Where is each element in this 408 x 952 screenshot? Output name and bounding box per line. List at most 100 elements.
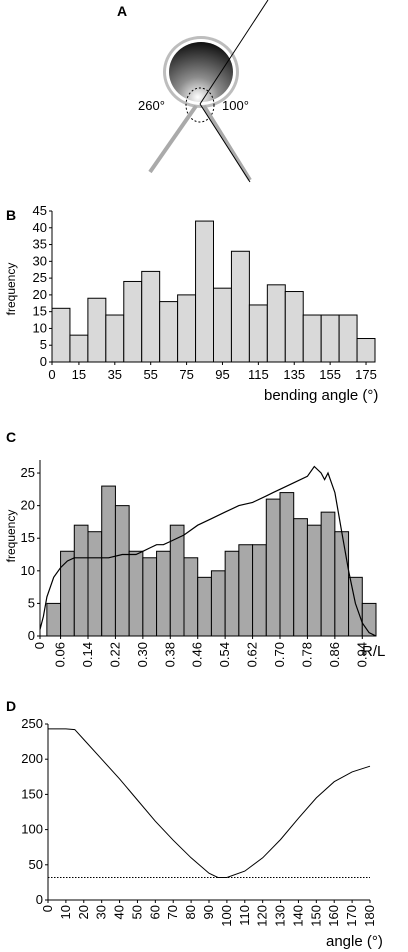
histogram-bar	[177, 294, 197, 363]
y-tick-label: 45	[33, 203, 47, 218]
histogram-bar	[320, 314, 340, 363]
histogram-bar	[51, 307, 71, 363]
y-tick-label: 25	[21, 465, 35, 480]
histogram-bar	[252, 544, 267, 637]
x-tick-label: 180	[362, 905, 377, 927]
histogram-bar	[361, 602, 377, 637]
x-tick-label: 0.06	[53, 642, 68, 667]
x-tick-label: 0.86	[327, 642, 342, 667]
y-tick-label: 0	[36, 892, 43, 907]
histogram-bar	[183, 557, 199, 637]
panel-c-ylabel: frequency	[4, 510, 18, 563]
x-tick-label: 135	[283, 367, 305, 382]
x-tick-label: 20	[76, 905, 91, 919]
x-tick-label: 130	[273, 905, 288, 927]
left-arm	[148, 104, 198, 174]
y-tick-label: 20	[21, 498, 35, 513]
x-tick-label: 0.54	[217, 642, 232, 667]
x-tick-label: 95	[215, 367, 229, 382]
x-tick-label: 0	[40, 905, 55, 912]
panel-b-letter: B	[6, 207, 16, 223]
histogram-bar	[238, 544, 254, 637]
histogram-bar	[279, 492, 295, 637]
angle-label-right: 100°	[222, 98, 249, 113]
y-tick-label: 5	[28, 595, 35, 610]
x-tick-label: 50	[129, 905, 144, 919]
x-tick-label: 0.38	[162, 642, 177, 667]
histogram-bar	[338, 314, 358, 363]
histogram-bar	[87, 531, 103, 637]
y-tick-label: 250	[21, 716, 43, 731]
panel-b-xlabel: bending angle (°)	[264, 387, 378, 404]
y-tick-label: 40	[33, 220, 47, 235]
histogram-bar	[195, 220, 215, 363]
y-tick-label: 0	[28, 628, 35, 643]
reference-line-down	[199, 103, 251, 183]
histogram-bar	[248, 304, 268, 363]
x-tick-label: 0.78	[299, 642, 314, 667]
right-arm	[202, 104, 252, 182]
panel-c-chart: C frequency 0 5 10 15 20 25 0 0.06 0.14 0.22 0.30 0…	[4, 429, 385, 667]
histogram-bar	[159, 301, 179, 363]
energy-curve	[48, 728, 371, 878]
y-tick-label: 0	[40, 354, 47, 369]
simulation-curve	[39, 465, 377, 637]
panel-d-letter: D	[6, 698, 16, 714]
x-tick-label: 115	[248, 367, 269, 382]
x-tick-label: 0.46	[190, 642, 205, 667]
x-tick-label: 0.22	[107, 642, 122, 667]
histogram-bar	[284, 291, 304, 363]
x-tick-label: 140	[290, 905, 305, 927]
panel-d-xlabel: angle (°)	[326, 933, 383, 950]
panel-c-letter: C	[6, 429, 16, 445]
y-tick-label: 10	[21, 563, 35, 578]
histogram-bar	[69, 334, 89, 363]
histogram-bar	[46, 602, 62, 637]
hinge-circle	[185, 87, 215, 123]
histogram-bar	[306, 524, 322, 637]
x-tick-label: 60	[147, 905, 162, 919]
y-tick-label: 15	[33, 304, 47, 319]
histogram-bar	[60, 550, 75, 637]
x-tick-label: 100	[219, 905, 234, 927]
histogram-bar	[265, 498, 281, 637]
histogram-bar	[356, 338, 376, 363]
x-tick-label: 15	[72, 367, 86, 382]
x-tick-label: 75	[179, 367, 193, 382]
angle-label-left: 260°	[138, 98, 165, 113]
y-tick-label: 25	[33, 270, 47, 285]
x-tick-label: 110	[237, 905, 252, 926]
histogram-bar	[348, 576, 363, 637]
histogram-bar	[210, 570, 226, 637]
x-tick-label: 80	[183, 905, 198, 919]
histogram-bar	[293, 518, 308, 637]
x-tick-label: 0.30	[135, 642, 150, 667]
x-tick-label: 0.94	[354, 642, 369, 667]
x-tick-label: 0.70	[272, 642, 287, 667]
histogram-bar	[73, 524, 89, 637]
histogram-bar	[320, 511, 336, 637]
x-tick-label: 150	[308, 905, 323, 927]
x-tick-label: 10	[58, 905, 73, 919]
histogram-bar	[169, 524, 185, 637]
histogram-bar	[334, 531, 350, 637]
y-tick-label: 150	[21, 786, 43, 801]
y-tick-label: 30	[33, 253, 47, 268]
panel-a-illustration: A 260° 100°	[117, 0, 269, 183]
panel-b-ylabel: frequency	[4, 263, 18, 316]
x-tick-label: 120	[255, 905, 270, 927]
histogram-bar	[141, 270, 161, 363]
histogram-bar	[128, 550, 144, 637]
vesicle-body	[169, 42, 233, 102]
histogram-bar	[302, 314, 322, 363]
x-tick-label: 55	[143, 367, 157, 382]
histogram-bar	[230, 250, 250, 363]
histogram-bar	[156, 550, 171, 637]
histogram-bar	[114, 505, 130, 637]
y-tick-label: 100	[21, 822, 43, 837]
x-tick-label: 40	[112, 905, 127, 919]
x-tick-label: 90	[201, 905, 216, 919]
y-tick-label: 200	[21, 751, 43, 766]
